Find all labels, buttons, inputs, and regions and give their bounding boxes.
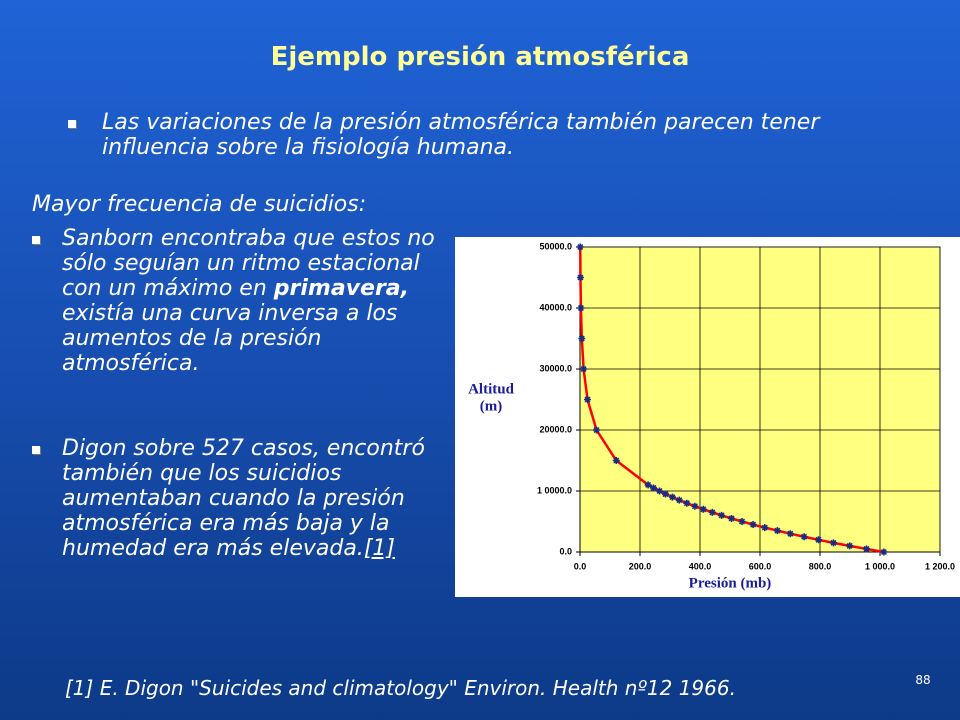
- text: existía una curva inversa a los aumentos…: [62, 301, 398, 376]
- data-point: [773, 527, 781, 535]
- data-point: [662, 490, 669, 498]
- data-point: [728, 514, 735, 522]
- title: Ejemplo presión atmosférica: [270, 42, 690, 72]
- x-tick-label: 600.0: [749, 561, 772, 571]
- y-tick-label: 30000.0: [539, 363, 572, 373]
- heading: Mayor frecuencia de suicidios:: [32, 192, 367, 217]
- data-point: [580, 365, 588, 373]
- y-tick-label: 50000.0: [539, 241, 572, 251]
- y-tick-label: 1 0000.0: [537, 485, 572, 495]
- data-point: [612, 457, 620, 464]
- bullet: Digon sobre 527 casos, encontró también …: [62, 436, 447, 561]
- x-tick-label: 400.0: [689, 561, 712, 571]
- data-point: [761, 524, 769, 532]
- data-point: [800, 533, 808, 541]
- text: Digon sobre 527 casos, encontró también …: [62, 436, 425, 561]
- y-axis-title: Altitud: [468, 381, 515, 397]
- x-axis-title: Presión (mb): [689, 575, 772, 591]
- data-point: [668, 493, 676, 501]
- x-tick-label: 1 000.0: [865, 561, 895, 571]
- data-point: [577, 304, 585, 312]
- data-point: [699, 505, 707, 513]
- data-point: [863, 545, 870, 553]
- text: Sanborn encontraba que estos no sólo seg…: [62, 226, 435, 301]
- bullet-marker: [68, 120, 76, 128]
- data-point: [576, 274, 584, 281]
- x-tick-label: 800.0: [809, 561, 832, 571]
- bullet-marker: [32, 236, 40, 244]
- data-point: [786, 530, 794, 538]
- data-point: [584, 396, 591, 403]
- page-number: 88: [915, 673, 931, 687]
- bold-text: primavera,: [273, 276, 410, 301]
- footnote: [1] E. Digon "Suicides and climatology" …: [65, 676, 736, 700]
- data-point: [718, 511, 726, 519]
- bullet-marker: [32, 446, 40, 454]
- y-tick-label: 20000.0: [539, 424, 572, 434]
- data-point: [593, 426, 600, 434]
- y-axis-title: (m): [480, 398, 503, 414]
- data-point: [656, 487, 663, 495]
- intro-bullet: Las variaciones de la presión atmosféric…: [102, 110, 820, 160]
- chart: 0.0 1 0000.0 20000.0 30000.0 40000.0 50000.0 0…: [455, 237, 960, 597]
- data-point: [738, 518, 746, 525]
- data-point: [880, 548, 888, 556]
- bullet: Sanborn encontraba que estos no sólo seg…: [62, 226, 447, 376]
- x-tick-label: 200.0: [629, 561, 652, 571]
- data-point: [683, 499, 691, 507]
- data-point: [578, 335, 586, 342]
- data-point: [691, 502, 699, 510]
- data-point: [749, 521, 757, 529]
- data-point: [576, 243, 584, 251]
- y-tick-label: 0.0: [559, 546, 572, 556]
- data-point: [644, 481, 652, 489]
- footnote-link[interactable]: [1]: [363, 536, 395, 561]
- data-point: [675, 496, 683, 504]
- data-point: [650, 484, 657, 492]
- data-point: [815, 536, 822, 544]
- x-tick-label: 1 200.0: [925, 561, 955, 571]
- y-tick-label: 40000.0: [539, 302, 572, 312]
- data-point: [846, 542, 854, 550]
- data-point: [830, 539, 837, 547]
- x-tick-label: 0.0: [574, 561, 587, 571]
- data-point: [708, 508, 716, 516]
